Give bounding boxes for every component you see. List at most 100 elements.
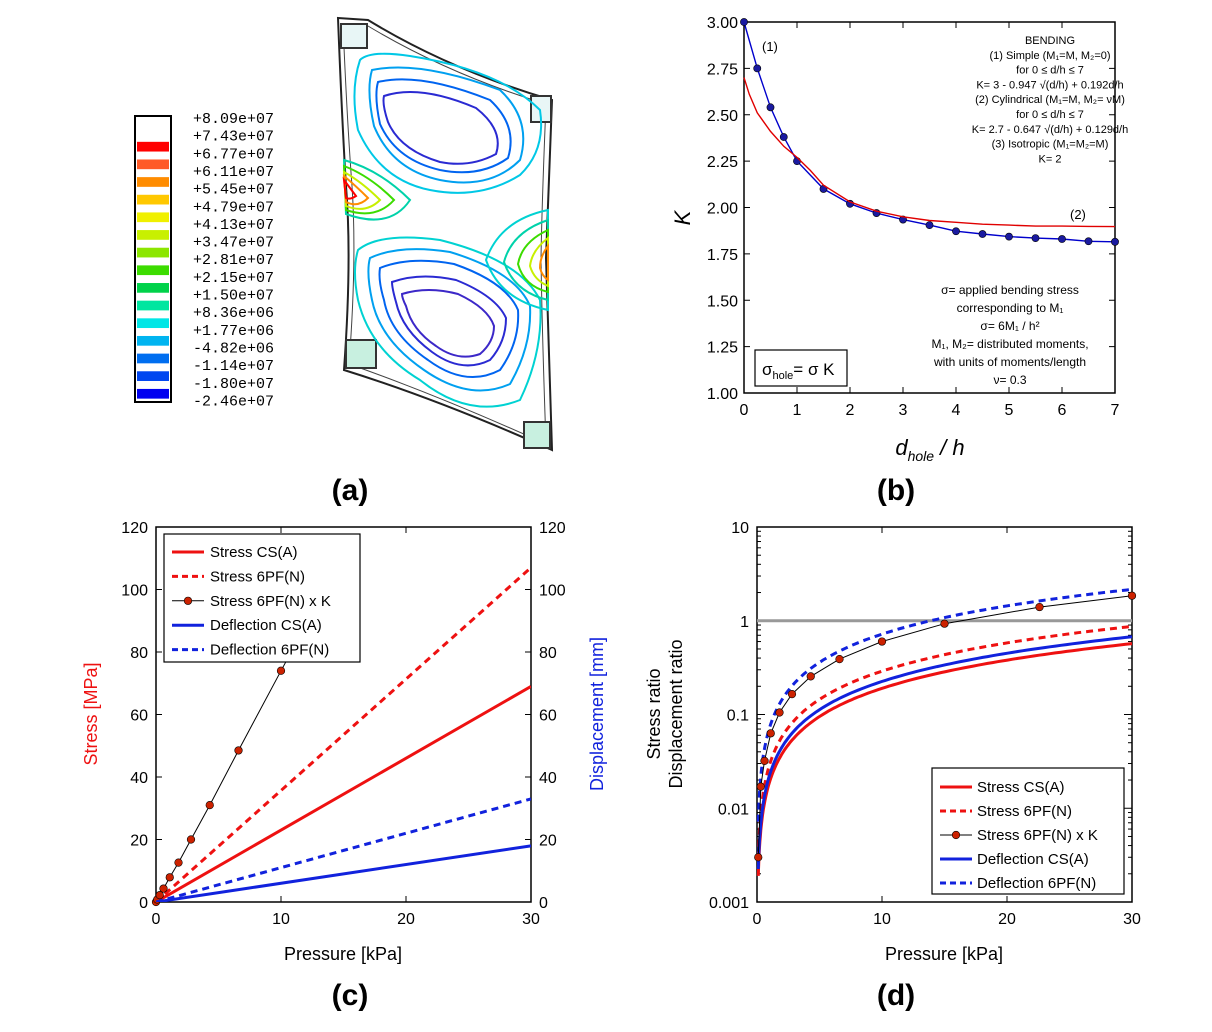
data-point	[205, 801, 214, 810]
legend-entry: Deflection CS(A)	[977, 851, 1089, 868]
corner-patch-top-left	[340, 23, 368, 49]
legend-marker	[183, 596, 193, 605]
legend-entry: Stress CS(A)	[210, 544, 298, 561]
data-point	[186, 835, 196, 844]
legend-entry: Stress 6PF(N) x K	[977, 827, 1098, 844]
contour-line	[378, 259, 520, 379]
contour-line	[528, 235, 549, 288]
legend-value-label: +4.13e+07	[193, 217, 274, 234]
x-tick-label: 30	[522, 911, 540, 928]
series-line	[156, 844, 531, 902]
data-point-simple	[952, 227, 960, 236]
legend-color-band	[137, 177, 169, 187]
y-tick-label: 1.25	[707, 340, 738, 357]
contour-line	[342, 176, 358, 200]
x-tick-label: 0	[740, 402, 749, 419]
legend-color-band	[137, 300, 169, 311]
legend-entry: Deflection 6PF(N)	[210, 642, 329, 659]
legend-color-band	[137, 335, 169, 346]
x-axis-label-b: dhole / h	[895, 435, 964, 464]
data-point	[806, 672, 815, 681]
contour-line	[353, 52, 543, 194]
legend-value-label: +6.11e+07	[193, 164, 274, 181]
contour-line	[342, 158, 412, 221]
legend-value-label: +7.43e+07	[193, 129, 274, 146]
legend-value-label: +1.77e+06	[193, 323, 274, 340]
series-line	[757, 595, 1133, 858]
data-point	[775, 708, 784, 717]
data-point-simple	[766, 103, 775, 112]
y-axis-label-stress: Stress [MPa]	[81, 662, 101, 765]
data-point	[165, 873, 174, 882]
legend-value-label: +5.45e+07	[193, 182, 274, 199]
y-tick-label: 0.001	[709, 895, 749, 912]
data-point	[276, 666, 286, 675]
x-tick-label: 20	[397, 911, 415, 928]
legend-color-band	[137, 283, 169, 293]
y-tick-label-right: 100	[539, 583, 566, 600]
series-d	[754, 587, 1137, 876]
panel-label-a: (a)	[332, 474, 369, 507]
panel-b-stress-concentration-chart: 0 1 2 3 4 5 6 7 1.00 1.25 1.50 1.75 2.00 2.25 2.50 2.75…	[670, 15, 1128, 464]
contour-line	[342, 170, 382, 210]
series-line	[156, 685, 531, 902]
series-b	[740, 18, 1119, 246]
sigma-text-line: corresponding to M₁	[957, 301, 1064, 315]
series-line	[756, 624, 1133, 859]
data-point-simple	[1084, 237, 1093, 246]
data-point-simple	[779, 133, 788, 141]
legend-value-label: +6.77e+07	[193, 146, 274, 163]
legend-color-band	[137, 230, 169, 240]
legend-entry: Deflection CS(A)	[210, 617, 322, 634]
legend-color-band	[137, 353, 169, 364]
panel-a-contour-plot: +8.09e+07+7.43e+07+6.77e+07+6.11e+07+5.4…	[134, 16, 554, 452]
legend-entry: Deflection 6PF(N)	[977, 875, 1096, 892]
y-tick-label: 1.75	[707, 247, 738, 264]
panel-label-d: (d)	[877, 979, 915, 1012]
data-point	[1035, 602, 1044, 612]
data-point-simple	[1058, 235, 1066, 243]
data-point	[760, 756, 769, 765]
sigma-definition-text: σ= applied bending stress corresponding t…	[931, 283, 1088, 387]
y-axis-label-b: K	[670, 209, 695, 225]
contour-line	[400, 289, 496, 358]
data-point-simple	[753, 64, 762, 73]
legend-color-band	[137, 212, 169, 223]
legend-entry: Stress 6PF(N) x K	[210, 593, 331, 610]
x-axis-label-d: Pressure [kPa]	[885, 944, 1003, 964]
bending-text-line: for 0 ≤ d/h ≤ 7	[1016, 109, 1084, 121]
contour-legend-bands	[137, 124, 169, 399]
data-point	[877, 637, 887, 646]
sigma-hole-formula-box	[754, 349, 848, 387]
y-tick-label: 0.01	[718, 801, 749, 818]
y-tick-label: 10	[731, 520, 749, 537]
x-axis-label-c: Pressure [kPa]	[284, 944, 402, 964]
corner-patch-bottom-right	[523, 421, 551, 449]
legend-value-label: +8.09e+07	[193, 111, 274, 128]
legend-color-band	[137, 318, 169, 329]
data-point-simple	[925, 221, 934, 230]
legend-color-band	[137, 371, 169, 381]
y-tick-label-left: 60	[130, 708, 148, 725]
x-tick-label: 6	[1058, 402, 1067, 419]
legend-value-label: +4.79e+07	[193, 199, 274, 216]
legend-value-label: -1.14e+07	[193, 358, 274, 375]
contour-line	[354, 236, 542, 408]
y-axis-label-stress-ratio: Stress ratio	[644, 668, 664, 759]
contour-line	[375, 78, 512, 174]
bending-text-line: K= 2	[1039, 153, 1062, 165]
y-tick-label-left: 80	[130, 645, 148, 662]
y-tick-label: 2.25	[707, 154, 738, 171]
contour-line	[367, 248, 532, 392]
data-point-simple	[740, 18, 748, 26]
legend-color-band	[137, 265, 169, 276]
series-line	[756, 642, 1133, 876]
corner-patch-bottom-left	[345, 339, 377, 369]
contour-line	[368, 66, 525, 184]
bending-text-line: BENDING	[1025, 35, 1075, 47]
data-point-simple	[1111, 237, 1119, 246]
y-tick-label-left: 40	[130, 770, 148, 787]
